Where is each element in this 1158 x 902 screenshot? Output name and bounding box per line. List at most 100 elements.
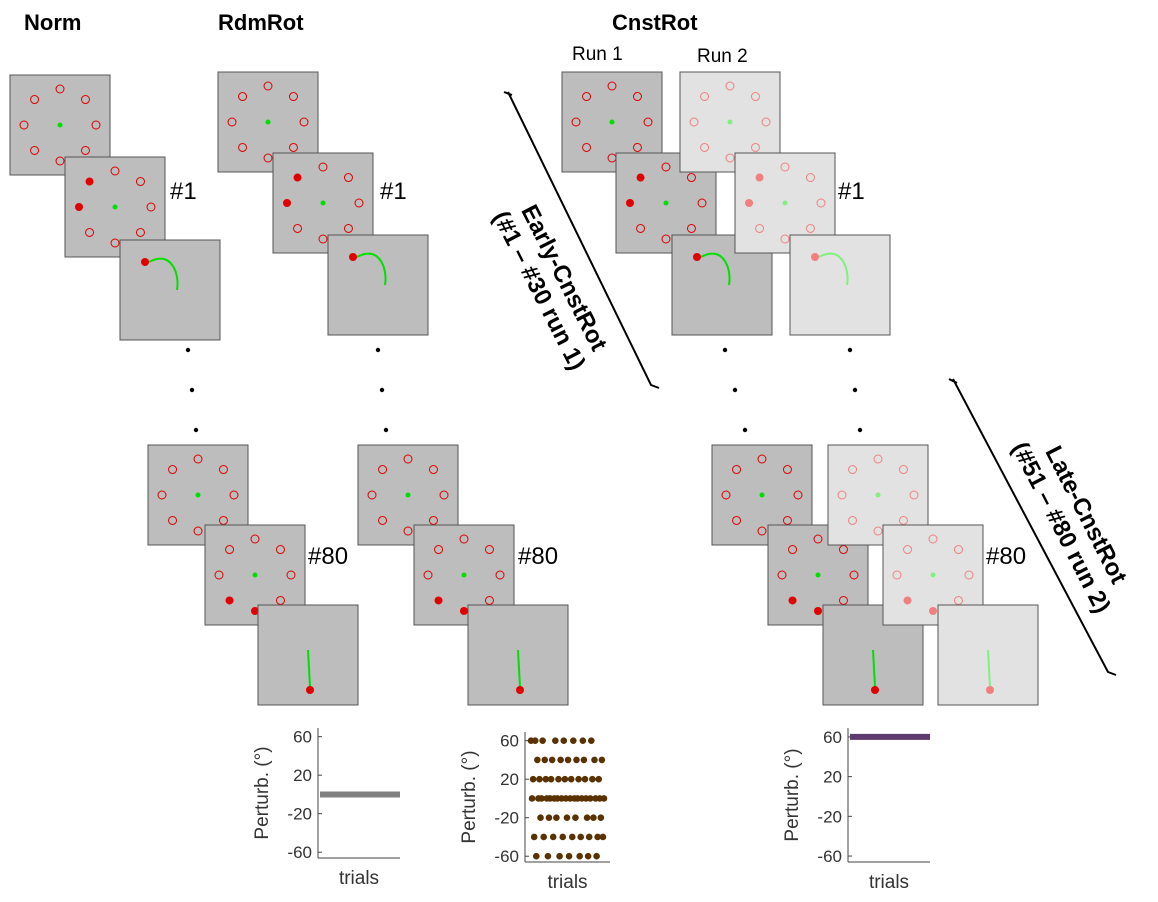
y-tick-label: 60	[823, 728, 842, 747]
target	[275, 545, 285, 555]
target	[873, 526, 883, 536]
trial-label: #1	[380, 178, 407, 205]
target	[780, 162, 790, 172]
ellipsis-dot	[732, 387, 738, 393]
target	[225, 545, 235, 555]
center	[57, 122, 63, 128]
ellipsis-dot	[852, 387, 858, 393]
target	[953, 595, 963, 605]
target	[378, 515, 388, 525]
target	[250, 534, 260, 544]
target	[146, 202, 156, 212]
target	[423, 570, 433, 580]
perturbation-point	[556, 852, 563, 860]
target	[757, 526, 767, 536]
target	[732, 515, 742, 525]
perturbation-point	[541, 756, 549, 764]
y-tick-label: 60	[500, 732, 519, 751]
perturbation-point	[570, 737, 577, 744]
target	[811, 253, 819, 261]
perturbation-point	[549, 833, 557, 841]
target	[318, 162, 328, 172]
target	[367, 490, 377, 500]
perturbation-point	[563, 814, 571, 822]
target	[218, 515, 228, 525]
trial-label: #80	[518, 543, 558, 570]
target	[898, 465, 908, 475]
target	[750, 92, 760, 102]
ellipsis-dot	[383, 427, 389, 433]
target	[168, 515, 178, 525]
target	[643, 117, 653, 127]
target	[732, 465, 742, 475]
target	[636, 223, 646, 233]
target	[697, 198, 707, 208]
column-title: CnstRot	[612, 10, 698, 35]
perturbation-point	[552, 737, 559, 744]
perturbation-point	[531, 737, 539, 744]
center	[252, 572, 258, 578]
target	[516, 686, 524, 694]
target	[838, 595, 848, 605]
perturbation-point	[529, 775, 537, 783]
target	[263, 81, 273, 91]
bracket	[948, 378, 1117, 676]
target	[293, 173, 302, 182]
perturbation-point	[564, 756, 572, 764]
perturbation-point	[579, 737, 587, 744]
target	[689, 117, 699, 127]
target	[343, 173, 353, 183]
center	[930, 572, 936, 578]
perturbation-point	[540, 833, 547, 841]
target	[582, 92, 592, 102]
target	[871, 686, 879, 694]
target	[805, 223, 815, 233]
trajectory	[517, 649, 521, 688]
target	[964, 570, 974, 580]
target	[135, 177, 145, 187]
ellipsis-dot	[193, 427, 199, 433]
target	[168, 465, 178, 475]
panel-bg	[327, 234, 429, 336]
target	[782, 465, 792, 475]
perturbation-point	[547, 775, 555, 783]
target	[495, 570, 505, 580]
perturbation-point	[539, 737, 546, 744]
target	[75, 203, 83, 211]
target	[814, 607, 822, 615]
y-tick-label: -20	[494, 809, 519, 828]
trajectory	[818, 252, 849, 286]
perturbation-point	[588, 737, 595, 744]
perturbation-point	[536, 775, 543, 783]
target	[755, 223, 765, 233]
perturbation-point	[542, 775, 550, 783]
target	[757, 454, 767, 464]
target	[745, 199, 753, 207]
perturbation-point	[590, 814, 597, 822]
target	[909, 490, 919, 500]
target	[306, 686, 314, 694]
target	[607, 81, 617, 91]
trajectory	[700, 252, 731, 286]
target	[929, 607, 937, 615]
panel	[119, 239, 221, 341]
target	[892, 570, 902, 580]
target	[19, 120, 29, 130]
target	[755, 173, 764, 182]
center	[759, 492, 765, 498]
target	[788, 596, 797, 605]
x-axis-label: trials	[339, 868, 379, 889]
target	[85, 177, 94, 186]
target	[903, 596, 912, 605]
target	[777, 570, 787, 580]
perturbation-point	[565, 852, 573, 860]
target	[986, 686, 994, 694]
target	[725, 81, 735, 91]
trajectory	[356, 252, 387, 286]
y-axis-label: Perturb. (°)	[459, 750, 480, 843]
target	[428, 515, 438, 525]
target	[838, 545, 848, 555]
x-axis-label: trials	[869, 872, 909, 893]
target	[293, 223, 303, 233]
target	[214, 570, 224, 580]
